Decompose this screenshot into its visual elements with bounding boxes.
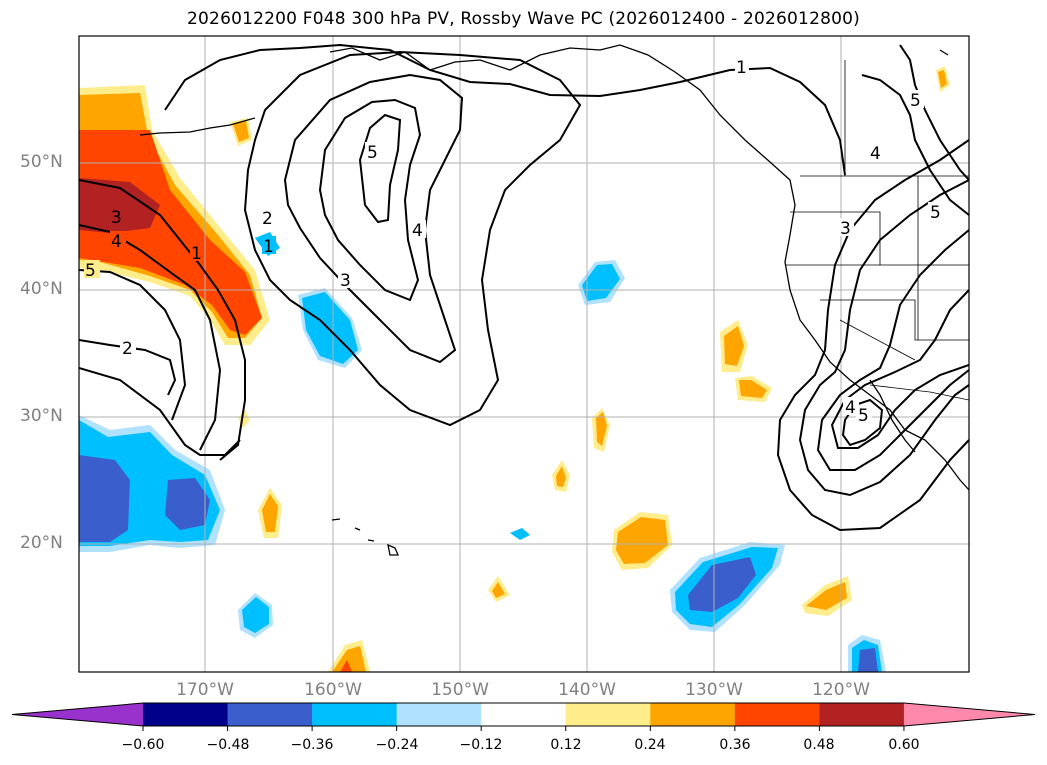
- lon-label: 140°W: [558, 680, 616, 700]
- political-borders: [785, 60, 969, 401]
- lon-label: 170°W: [176, 680, 234, 700]
- lat-label: 40°N: [20, 279, 63, 299]
- colorbar-tick: −0.48: [206, 737, 250, 753]
- contour-label: 1: [263, 237, 274, 257]
- positive-anomaly-region: [806, 582, 847, 610]
- negative-anomaly-region: [165, 478, 210, 530]
- colorbar-cells: [11, 702, 1036, 731]
- positive-anomaly-region: [79, 130, 262, 335]
- colorbar-cell: [143, 703, 229, 726]
- colorbar-cell: [734, 703, 820, 726]
- contour-label: 1: [191, 244, 202, 264]
- positive-anomaly-region: [739, 380, 767, 398]
- colorbar-extend-max: [903, 703, 1035, 726]
- lon-label: 160°W: [304, 680, 362, 700]
- pv-contours: [79, 43, 969, 532]
- colorbar-tick: −0.36: [290, 737, 334, 753]
- graticule: [79, 36, 969, 672]
- lon-label: 130°W: [685, 680, 743, 700]
- colorbar-cell: [481, 703, 567, 726]
- lon-label: 120°W: [812, 680, 870, 700]
- colorbar-cell: [819, 703, 905, 726]
- positive-anomaly-region: [233, 121, 249, 142]
- contour-label: 3: [340, 271, 351, 291]
- colorbar-tick: 0.48: [803, 737, 835, 753]
- contour-label: 5: [858, 406, 869, 426]
- positive-anomaly-region: [938, 70, 947, 88]
- contour-label: 5: [367, 143, 378, 163]
- colorbar-tick: 0.24: [634, 737, 666, 753]
- positive-anomaly-region: [616, 517, 668, 564]
- contour-label: 1: [736, 58, 747, 78]
- colorbar-tick: 0.36: [719, 737, 751, 753]
- colorbar-cell: [227, 703, 313, 726]
- colorbar-tick: 0.12: [550, 737, 582, 753]
- positive-anomaly-region: [596, 412, 607, 446]
- contour-label: 4: [412, 221, 423, 241]
- negative-anomaly-region: [510, 528, 530, 540]
- colorbar-cell: [312, 703, 398, 726]
- contour-label: 2: [122, 339, 133, 359]
- colorbar-tick: −0.60: [121, 737, 165, 753]
- positive-anomaly-region: [492, 582, 505, 598]
- map-title: 2026012200 F048 300 hPa PV, Rossby Wave …: [187, 9, 860, 29]
- contour-label: 3: [111, 208, 122, 228]
- contour-label: 5: [910, 91, 921, 111]
- negative-anomaly-region: [858, 648, 878, 672]
- negative-anomaly-region: [302, 292, 358, 364]
- lon-label: 150°W: [431, 680, 489, 700]
- colorbar-tick: −0.12: [459, 737, 503, 753]
- positive-anomaly-region: [262, 494, 278, 532]
- map-frame: [78, 35, 970, 673]
- contour-label: 3: [840, 219, 851, 239]
- contour-label: 5: [930, 203, 941, 223]
- positive-anomaly-region: [556, 466, 566, 487]
- lat-label: 50°N: [20, 152, 63, 172]
- contour-labels: 3 4 5 1 2 2 1 3 4 5 1 5 4 3 5 4 5: [84, 57, 944, 426]
- negative-anomaly-region: [242, 597, 269, 633]
- negative-anomaly-region: [688, 557, 756, 612]
- colorbar-extend-min: [12, 703, 143, 726]
- positive-anomaly-region: [724, 326, 744, 366]
- negative-anomaly-region: [582, 264, 620, 301]
- positive-anomaly-region: [79, 178, 160, 233]
- contour-label: 4: [870, 144, 881, 164]
- coastlines: [139, 44, 969, 556]
- lat-label: 30°N: [20, 406, 63, 426]
- colorbar-cell: [396, 703, 482, 726]
- contour-label: 2: [262, 209, 273, 229]
- colorbar-cell: [650, 703, 736, 726]
- contour-label: 4: [845, 398, 856, 418]
- positive-anomaly-region: [332, 646, 366, 672]
- contour-label: 5: [85, 261, 96, 281]
- colorbar-tick: −0.24: [375, 737, 419, 753]
- contour-label: 4: [111, 232, 122, 252]
- colorbar-tick: 0.60: [888, 737, 920, 753]
- lat-label: 20°N: [20, 533, 63, 553]
- positive-anomaly-region: [340, 660, 352, 672]
- colorbar-cell: [565, 703, 651, 726]
- negative-anomaly-region: [79, 455, 130, 542]
